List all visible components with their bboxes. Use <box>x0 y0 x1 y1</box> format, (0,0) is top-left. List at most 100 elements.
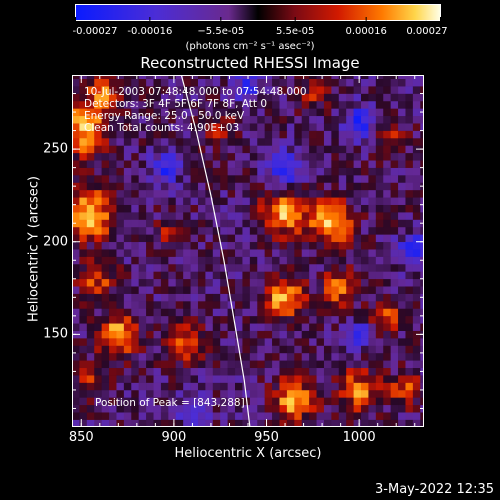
heatmap-cell <box>220 175 228 183</box>
heatmap-cell <box>301 404 310 413</box>
heatmap-cell <box>249 86 258 94</box>
heatmap-cell <box>190 360 199 369</box>
heatmap-cell <box>264 345 273 354</box>
heatmap-cell <box>227 293 236 302</box>
heatmap-cell <box>353 204 362 213</box>
heatmap-cell <box>398 160 406 168</box>
heatmap-cell <box>94 367 102 376</box>
heatmap-cell <box>286 375 295 383</box>
heatmap-cell <box>361 75 369 79</box>
heatmap-cell <box>183 323 191 331</box>
heatmap-cell <box>361 360 369 369</box>
heatmap-cell <box>294 308 303 317</box>
heatmap-cell <box>183 137 191 146</box>
heatmap-cell <box>116 256 125 265</box>
heatmap-cell <box>264 115 273 124</box>
heatmap-cell <box>294 175 303 183</box>
heatmap-cell <box>101 137 110 146</box>
heatmap-cell <box>301 323 310 331</box>
heatmap-cell <box>79 219 88 228</box>
heatmap-cell <box>242 100 251 109</box>
heatmap-cell <box>257 419 265 427</box>
heatmap-cell <box>242 152 251 161</box>
heatmap-cell <box>205 338 214 346</box>
heatmap-cell <box>190 382 199 391</box>
heatmap-cell <box>301 352 310 361</box>
heatmap-cell <box>94 226 102 235</box>
heatmap-cell <box>383 286 391 294</box>
heatmap-cell <box>242 93 251 102</box>
heatmap-cell <box>116 160 125 168</box>
heatmap-cell <box>331 367 340 376</box>
heatmap-cell <box>79 86 88 94</box>
heatmap-cell <box>72 375 80 383</box>
heatmap-cell <box>235 375 243 383</box>
heatmap-cell <box>309 108 317 117</box>
heatmap-cell <box>153 375 162 383</box>
heatmap-cell <box>212 123 221 131</box>
heatmap-cell <box>383 375 391 383</box>
heatmap-cell <box>323 256 332 265</box>
heatmap-cell <box>86 323 95 331</box>
heatmap-cell <box>375 293 384 302</box>
heatmap-cell <box>301 330 310 339</box>
heatmap-cell <box>361 197 369 205</box>
heatmap-cell <box>412 308 421 317</box>
heatmap-cell <box>309 78 317 87</box>
heatmap-cell <box>257 100 265 109</box>
heatmap-cell <box>227 263 236 272</box>
heatmap-cell <box>227 367 236 376</box>
heatmap-cell <box>205 286 214 294</box>
heatmap-cell <box>235 226 243 235</box>
heatmap-cell <box>138 86 147 94</box>
heatmap-cell <box>257 389 265 398</box>
heatmap-cell <box>338 367 347 376</box>
heatmap-cell <box>398 263 406 272</box>
heatmap-cell <box>79 175 88 183</box>
heatmap-cell <box>338 204 347 213</box>
heatmap-cell <box>361 137 369 146</box>
heatmap-cell <box>390 397 399 406</box>
heatmap-cell <box>94 330 102 339</box>
heatmap-cell <box>375 256 384 265</box>
heatmap-cell <box>375 145 384 154</box>
heatmap-cell <box>316 419 325 427</box>
heatmap-cell <box>138 182 147 191</box>
heatmap-cell <box>309 367 317 376</box>
heatmap-cell <box>398 204 406 213</box>
heatmap-cell <box>390 278 399 287</box>
heatmap-cell <box>294 323 303 331</box>
heatmap-cell <box>353 338 362 346</box>
heatmap-cell <box>94 278 102 287</box>
heatmap-cell <box>123 397 132 406</box>
heatmap-cell <box>249 212 258 220</box>
heatmap-cell <box>175 212 184 220</box>
heatmap-cell <box>286 189 295 198</box>
heatmap-cell <box>338 145 347 154</box>
heatmap-cell <box>272 86 280 94</box>
clean-total-counts-label: Clean Total counts: 4.90E+03 <box>84 122 240 134</box>
heatmap-cell <box>109 382 117 391</box>
heatmap-cell <box>175 271 184 280</box>
heatmap-cell <box>390 249 399 257</box>
heatmap-cell <box>101 182 110 191</box>
heatmap-cell <box>294 93 303 102</box>
heatmap-cell <box>131 323 139 331</box>
heatmap-cell <box>249 360 258 369</box>
heatmap-cell <box>390 197 399 205</box>
heatmap-cell <box>412 212 421 220</box>
heatmap-cell <box>235 419 243 427</box>
heatmap-cell <box>294 234 303 243</box>
heatmap-cell <box>235 278 243 287</box>
heatmap-cell <box>279 189 288 198</box>
heatmap-cell <box>331 137 340 146</box>
heatmap-cell <box>101 152 110 161</box>
heatmap-cell <box>160 286 169 294</box>
heatmap-cell <box>109 308 117 317</box>
heatmap-cell <box>205 315 214 324</box>
heatmap-cell <box>249 352 258 361</box>
heatmap-cell <box>138 108 147 117</box>
heatmap-cell <box>249 389 258 398</box>
heatmap-cell <box>405 278 414 287</box>
heatmap-cell <box>205 256 214 265</box>
